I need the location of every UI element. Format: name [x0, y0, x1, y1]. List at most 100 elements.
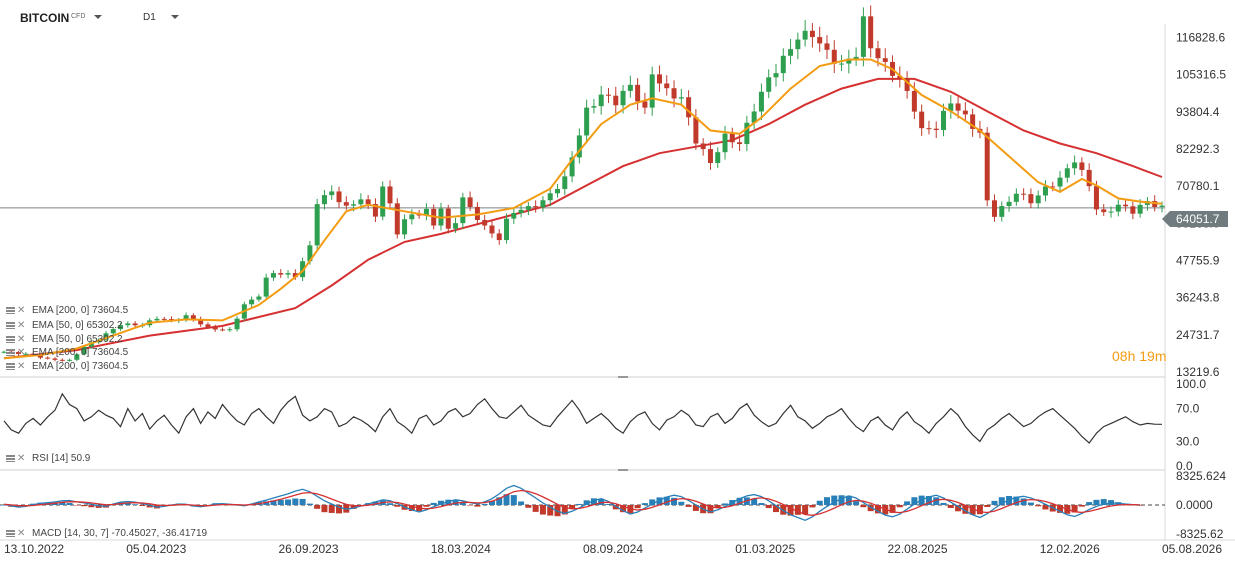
macd-histogram-bar — [328, 505, 335, 513]
legend-row-ema200-b[interactable]: ✕ — [6, 347, 26, 359]
candle-body — [678, 97, 684, 99]
macd-histogram-bar — [73, 505, 80, 506]
candle-body — [809, 30, 815, 38]
candle-body — [103, 333, 109, 340]
macd-histogram-bar — [925, 495, 932, 505]
price-tick-label: 47755.9 — [1176, 253, 1220, 267]
close-icon[interactable]: ✕ — [17, 453, 26, 465]
macd-histogram-bar — [124, 502, 131, 505]
menu-icon[interactable] — [6, 322, 15, 330]
candle-body — [482, 220, 488, 226]
candle-body — [387, 186, 393, 204]
macd-histogram-bar — [146, 505, 153, 508]
close-icon[interactable]: ✕ — [17, 347, 26, 359]
macd-histogram-bar — [969, 505, 976, 515]
candle-body — [314, 204, 320, 246]
macd-histogram-bar — [321, 505, 328, 513]
macd-histogram-bar — [853, 501, 860, 505]
macd-histogram-bar — [474, 505, 481, 507]
legend-row-ema200-c[interactable]: ✕ — [6, 361, 26, 373]
menu-icon[interactable] — [6, 530, 15, 538]
candle-body — [875, 48, 881, 59]
close-icon[interactable]: ✕ — [17, 528, 26, 540]
candle-body — [445, 208, 451, 229]
macd-histogram-bar — [532, 505, 539, 512]
price-tick-label: 82292.3 — [1176, 142, 1220, 156]
candle-body — [518, 209, 524, 213]
legend-row-rsi[interactable]: ✕ — [6, 453, 26, 465]
macd-histogram-bar — [430, 502, 437, 505]
candle-body — [962, 110, 968, 115]
last-price-tag: 64051.7 — [1162, 211, 1228, 227]
menu-icon[interactable] — [6, 336, 15, 344]
macd-histogram-bar — [751, 498, 758, 505]
macd-histogram-bar — [889, 505, 896, 513]
symbol-dropdown-icon[interactable] — [94, 15, 102, 19]
macd-histogram-bar — [488, 501, 495, 505]
countdown-minutes: 19 — [1139, 348, 1155, 364]
macd-histogram-bar — [904, 501, 911, 505]
close-icon[interactable]: ✕ — [17, 361, 26, 373]
macd-histogram-bar — [678, 501, 685, 505]
candle-body — [904, 78, 910, 91]
candle-body — [125, 323, 131, 326]
candles-layer — [1, 5, 1165, 362]
candle-body — [1, 351, 7, 353]
timeframe-selector[interactable]: D1 — [143, 12, 156, 23]
macd-histogram-bar — [605, 503, 612, 505]
macd-histogram-bar — [81, 505, 88, 507]
candle-body — [700, 143, 706, 150]
macd-histogram-bar — [714, 505, 721, 509]
candle-body — [1093, 186, 1099, 210]
macd-histogram-bar — [998, 497, 1005, 505]
macd-histogram-bar — [838, 495, 845, 505]
candle-body — [460, 197, 466, 224]
symbol-name[interactable]: BITCOIN — [20, 11, 70, 25]
macd-histogram-bar — [445, 499, 452, 505]
rsi-tick-label: 70.0 — [1176, 402, 1200, 416]
candle-body — [365, 199, 371, 205]
menu-icon[interactable] — [6, 307, 15, 315]
candle-body — [256, 296, 262, 300]
macd-histogram-bar — [547, 505, 554, 516]
legend-row-ema200-a[interactable]: ✕ — [6, 305, 26, 317]
macd-histogram-bar — [95, 505, 102, 508]
macd-histogram-bar — [722, 503, 729, 505]
candle-body — [817, 37, 823, 44]
timeframe-dropdown-icon[interactable] — [171, 15, 179, 19]
candle-body — [489, 225, 495, 234]
candle-body — [540, 200, 546, 208]
legend-row-macd[interactable]: ✕ — [6, 528, 26, 540]
candle-body — [1086, 169, 1092, 187]
legend-row-ema50-b[interactable]: ✕ — [6, 334, 26, 346]
macd-histogram-bar — [569, 505, 576, 509]
macd-histogram-bar — [1071, 505, 1078, 513]
close-icon[interactable]: ✕ — [17, 320, 26, 332]
close-icon[interactable]: ✕ — [17, 334, 26, 346]
candle-body — [627, 84, 633, 91]
candle-body — [351, 204, 357, 206]
candle-body — [649, 74, 655, 108]
menu-icon[interactable] — [6, 349, 15, 357]
legend-row-ema50-a[interactable]: ✕ — [6, 320, 26, 332]
candle-body — [249, 299, 255, 305]
candle-body — [198, 319, 204, 325]
candle-body — [635, 84, 641, 102]
candle-body — [613, 95, 619, 106]
candle-body — [591, 106, 597, 108]
macd-line — [3, 484, 1141, 522]
candle-body — [671, 88, 677, 99]
macd-histogram-bar — [394, 505, 401, 507]
menu-icon[interactable] — [6, 455, 15, 463]
macd-histogram-bar — [437, 500, 444, 505]
close-icon[interactable]: ✕ — [17, 305, 26, 317]
menu-icon[interactable] — [6, 363, 15, 371]
axis-layer: 116828.6105316.593804.482292.370780.1592… — [4, 30, 1226, 556]
candle-body — [474, 206, 480, 221]
macd-histogram-bar — [874, 505, 881, 514]
macd-histogram-bar — [408, 505, 415, 511]
candle-body — [802, 30, 808, 40]
candle-body — [576, 135, 582, 158]
macd-histogram-bar — [802, 505, 809, 515]
